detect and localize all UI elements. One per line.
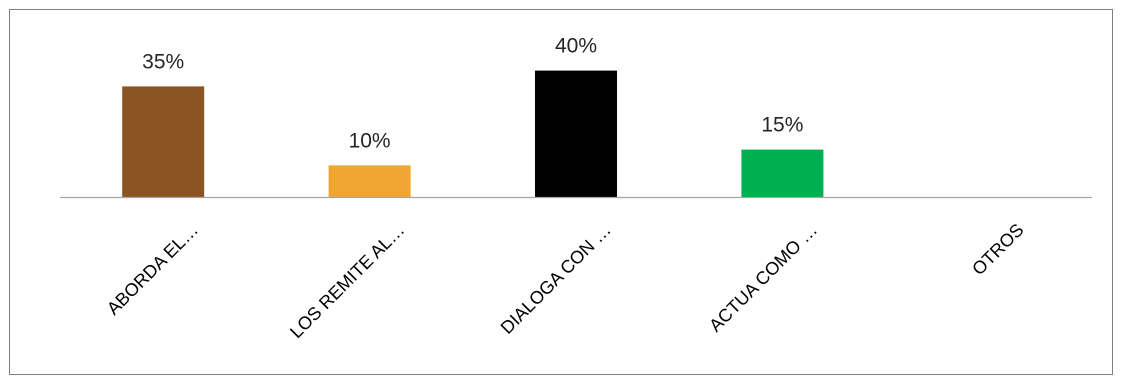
category-label-1: ABORDA EL…	[103, 220, 202, 319]
bar-2	[328, 165, 411, 197]
data-label-1: 35%	[142, 50, 184, 73]
category-label-4: ACTUA COMO …	[705, 220, 821, 336]
bar-1	[122, 86, 205, 197]
bars-group	[122, 70, 824, 197]
category-label-5: OTROS	[968, 220, 1027, 279]
data-label-3: 40%	[555, 35, 597, 58]
bar-4	[741, 149, 824, 197]
data-label-4: 15%	[761, 114, 803, 137]
tick-labels-group: ABORDA EL… LOS REMITE AL… DIALOGA CON … ACT…	[103, 220, 1028, 342]
data-labels-group: 35% 10% 40% 15%	[142, 35, 803, 153]
bar-3	[535, 70, 617, 197]
category-label-2: LOS REMITE AL…	[286, 220, 408, 342]
data-label-2: 10%	[349, 129, 391, 152]
category-label-3: DIALOGA CON …	[497, 220, 615, 338]
